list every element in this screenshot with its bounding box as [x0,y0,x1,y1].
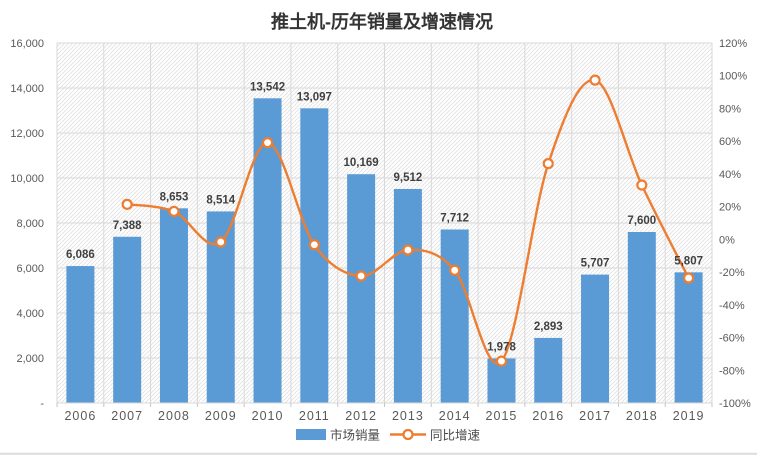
right-axis-tick-label: 80% [719,103,741,115]
bar [253,98,282,404]
left-axis-tick-label: 4,000 [16,308,44,320]
growth-line-marker-icon [308,239,320,251]
bar-value-label: 8,653 [160,191,189,203]
right-axis-tick-label: 0% [719,234,735,246]
bar-series-market-sales [66,98,703,404]
bar-value-label: 13,542 [250,81,285,93]
x-axis-category-label: 2007 [111,409,143,423]
growth-line-marker-icon [449,264,461,276]
right-axis-tick-label: -40% [719,300,745,312]
left-axis-tick-label: 8,000 [16,218,44,230]
right-axis-tick-label: 120% [719,38,747,50]
line-series-yoy-growth [121,74,695,367]
growth-line-marker-icon [355,270,367,282]
bar [347,174,376,403]
left-axis-tick-label: 6,000 [16,263,44,275]
axes: 16,000 14,000 12,000 10,000 8,000 6,000 4,000 2… [10,38,751,423]
legend-bar-swatch [296,429,326,440]
growth-line-marker-icon [215,236,227,248]
right-axis-tick-label: -80% [719,365,745,377]
bar [113,236,142,403]
legend-bar-label: 市场销量 [330,428,380,443]
right-axis-tick-label: -60% [719,333,745,345]
bar [581,274,610,403]
left-axis-tick-label: 2,000 [16,353,44,365]
bar [159,208,188,403]
bar [440,229,469,403]
growth-line-marker-icon [683,272,695,284]
right-axis-tick-label: -20% [719,267,745,279]
x-axis-category-label: 2018 [626,409,658,423]
bar-value-label: 5,707 [581,258,610,270]
x-axis-category-label: 2010 [252,409,284,423]
growth-line-marker-icon [636,179,648,191]
bar [674,272,703,403]
growth-line-marker-icon [495,355,508,367]
left-axis-tick-label: - [40,398,44,410]
x-axis-category-label: 2013 [392,409,424,423]
x-axis-category-label: 2009 [205,409,237,423]
legend-line-marker-icon [402,428,414,441]
x-axis-category-label: 2015 [486,409,518,423]
x-axis-category-label: 2016 [532,409,564,423]
x-axis-category-label: 2012 [345,409,377,423]
x-axis-category-label: 2014 [439,409,471,423]
growth-line-marker-icon [168,205,180,217]
growth-line-marker-icon [121,198,133,210]
left-axis-tick-label: 10,000 [10,173,44,185]
bar-value-label: 13,097 [297,91,332,103]
right-axis-tick-label: 40% [719,169,741,181]
left-axis-tick-label: 16,000 [10,38,44,50]
bar [627,232,656,403]
right-axis-tick-label: 60% [719,136,741,148]
right-axis-tick-label: -100% [719,398,751,410]
left-axis-tick-label: 12,000 [10,128,44,140]
x-axis-category-label: 2011 [299,409,330,423]
x-axis-category-label: 2017 [579,409,611,423]
bar-value-label: 2,893 [534,321,563,333]
bar-value-label: 6,086 [66,249,95,261]
growth-line-marker-icon [261,137,274,149]
bar-value-label: 1,978 [487,341,516,353]
bar-value-label: 8,514 [206,194,235,206]
x-axis-category-label: 2019 [673,409,705,423]
bar-value-label: 10,169 [344,157,379,169]
bar-value-label: 7,712 [440,212,469,224]
bar [534,337,563,403]
legend-line-label: 同比增速 [430,428,481,443]
bar-value-label: 5,807 [674,255,703,267]
growth-line-marker-icon [402,244,414,256]
legend: 市场销量 同比增速 [296,428,481,443]
bar [393,188,422,403]
bar [66,266,95,403]
chart-title: 推土机-历年销量及增速情况 [271,11,493,32]
bar-value-label: 7,600 [627,215,656,227]
right-axis-tick-label: 100% [719,71,747,83]
right-axis-tick-label: 20% [719,202,741,214]
x-axis-category-label: 2008 [158,409,190,423]
growth-line-marker-icon [542,158,554,170]
left-axis-tick-label: 14,000 [10,83,44,95]
bar-value-label: 9,512 [394,172,423,184]
bar-value-label: 7,388 [113,220,142,232]
data-labels: 6,086 7,388 8,653 8,514 13,542 13,097 10,169 9,… [66,81,703,353]
x-axis-category-label: 2006 [64,409,96,423]
growth-line-marker-icon [589,74,601,86]
